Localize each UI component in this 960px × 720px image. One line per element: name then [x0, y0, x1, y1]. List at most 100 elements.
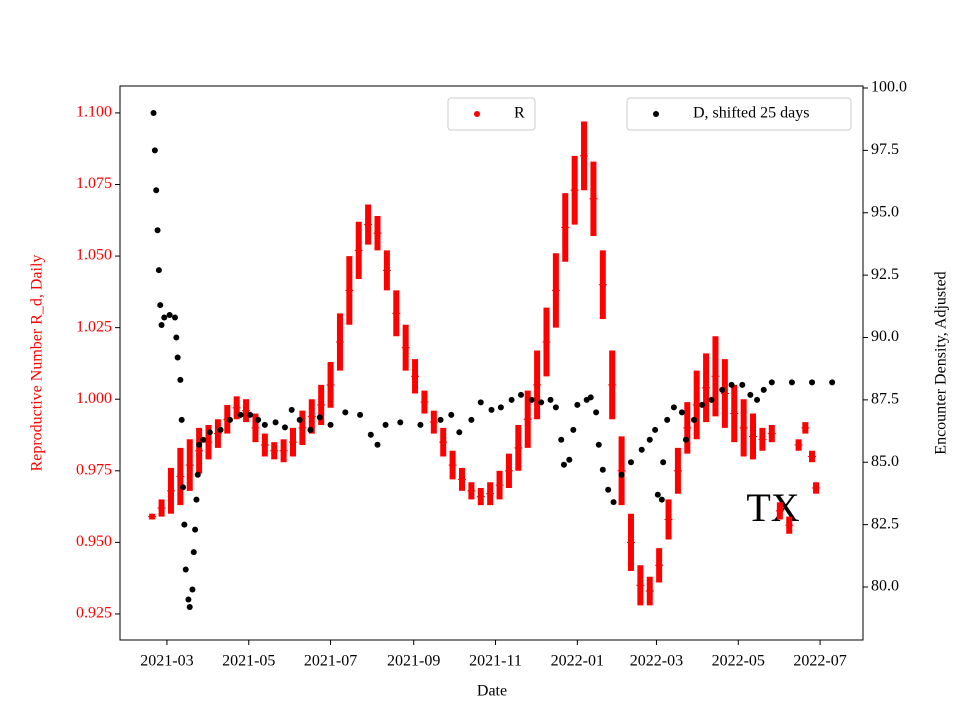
y2-tick-label: 100.0	[871, 79, 907, 96]
point	[166, 312, 173, 319]
point	[786, 522, 793, 529]
point	[189, 586, 196, 593]
point	[237, 411, 244, 418]
point	[261, 442, 268, 449]
point	[178, 416, 185, 423]
point	[829, 379, 836, 386]
point	[468, 416, 475, 423]
point	[196, 441, 203, 448]
point	[383, 267, 390, 274]
legend-box	[447, 97, 536, 131]
point	[627, 539, 634, 546]
y-tick-label: 1.025	[76, 318, 112, 335]
point	[296, 416, 303, 423]
point	[809, 379, 816, 386]
point	[768, 379, 775, 386]
point	[393, 310, 400, 317]
point	[440, 439, 447, 446]
point	[518, 391, 525, 398]
point	[699, 401, 706, 408]
y-tick-label: 1.050	[76, 247, 112, 264]
legend-label: R	[514, 105, 525, 122]
point	[759, 436, 766, 443]
point	[280, 447, 287, 454]
point	[747, 391, 754, 398]
point	[538, 399, 545, 406]
point	[185, 596, 192, 603]
point	[233, 404, 240, 411]
point	[693, 401, 700, 408]
point	[382, 421, 389, 428]
point	[558, 436, 565, 443]
point	[327, 381, 334, 388]
point	[327, 421, 334, 428]
point	[566, 456, 573, 463]
point	[374, 230, 381, 237]
point	[288, 406, 295, 413]
point	[193, 496, 200, 503]
point	[192, 526, 199, 533]
point	[802, 424, 809, 431]
y-tick-label: 1.000	[76, 390, 112, 407]
point	[570, 426, 577, 433]
y2-tick-label: 95.0	[871, 203, 899, 220]
y-tick-label: 0.975	[76, 461, 112, 478]
point	[682, 436, 689, 443]
point	[731, 410, 738, 417]
point	[496, 482, 503, 489]
point	[768, 430, 775, 437]
legend-label: D, shifted 25 days	[693, 105, 809, 122]
point	[182, 566, 189, 573]
point	[271, 447, 278, 454]
point	[448, 411, 455, 418]
point	[374, 441, 381, 448]
point	[158, 322, 165, 329]
y2-tick-label: 97.5	[871, 141, 899, 158]
point	[150, 109, 157, 116]
point	[581, 152, 588, 159]
point	[515, 444, 522, 451]
point	[739, 381, 746, 388]
y2-tick-label: 80.0	[871, 578, 899, 595]
y2-tick-label: 85.0	[871, 453, 899, 470]
point	[605, 486, 612, 493]
point	[534, 381, 541, 388]
point	[497, 404, 504, 411]
point	[487, 490, 494, 497]
point	[658, 496, 665, 503]
x-tick-label: 2021-07	[304, 653, 357, 670]
point	[708, 396, 715, 403]
point	[397, 419, 404, 426]
point	[719, 386, 726, 393]
point	[318, 401, 325, 408]
point	[468, 487, 475, 494]
point	[177, 376, 184, 383]
point	[181, 521, 188, 528]
point	[665, 516, 672, 523]
point	[646, 436, 653, 443]
x-tick-label: 2022-05	[712, 653, 765, 670]
point	[813, 484, 820, 491]
point	[754, 396, 761, 403]
point	[167, 487, 174, 494]
plot-frame	[119, 85, 864, 641]
point	[194, 471, 201, 478]
point	[590, 195, 597, 202]
point	[571, 187, 578, 194]
point	[646, 588, 653, 595]
y2-tick-label: 92.5	[871, 266, 899, 283]
point	[247, 411, 254, 418]
point	[674, 467, 681, 474]
point	[740, 424, 747, 431]
point	[155, 267, 162, 274]
point	[430, 419, 437, 426]
point	[776, 507, 783, 514]
point	[593, 409, 600, 416]
y-tick-label: 0.925	[76, 605, 112, 622]
point	[809, 453, 816, 460]
point	[528, 396, 535, 403]
point	[664, 416, 671, 423]
point	[560, 461, 567, 468]
point	[316, 414, 323, 421]
